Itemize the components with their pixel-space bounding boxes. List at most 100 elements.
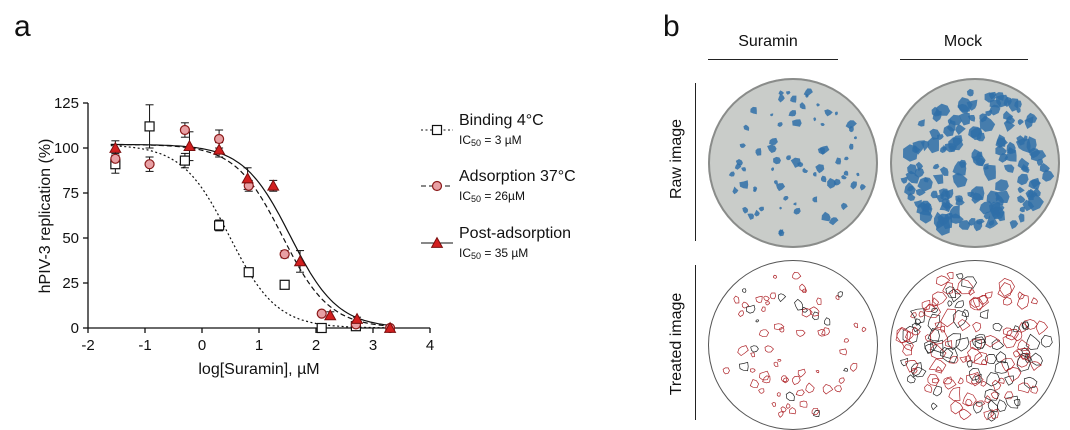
plaque-outline (817, 329, 826, 337)
plaque-outline (802, 288, 807, 294)
plaque-outline (1030, 297, 1038, 305)
plaque-outline (780, 375, 788, 382)
data-point (316, 308, 327, 319)
plaque-outline (795, 329, 806, 337)
plaque-outline (984, 395, 991, 403)
plaque-outline (755, 319, 760, 323)
plaque-outline (958, 408, 972, 421)
data-point (214, 220, 225, 231)
plaque-outline (957, 319, 971, 331)
plaque (996, 134, 1006, 147)
plaque-outline (928, 358, 947, 372)
x-tick-label: 3 (369, 337, 377, 354)
plaque-outline (853, 322, 859, 328)
plaque-outline (1016, 294, 1029, 310)
plaque-outline (932, 378, 940, 384)
plaque (917, 177, 933, 192)
plaque-outline (771, 402, 777, 407)
plaque-outline (974, 338, 986, 350)
plaque-outline (1036, 320, 1049, 336)
x-tick-label: -1 (138, 337, 151, 354)
plaque-outline (911, 326, 921, 336)
plaque (771, 167, 774, 172)
treated-image-suramin-dish (708, 260, 878, 430)
plaque (948, 205, 960, 219)
plaque-outline (931, 402, 938, 411)
plaque (1009, 220, 1019, 230)
data-point (383, 321, 397, 333)
plaque-outline (976, 400, 986, 408)
plaque-outline (904, 330, 914, 341)
plaque-outline (773, 361, 779, 367)
plaque-outline (961, 309, 969, 318)
y-tick-label: 50 (62, 230, 79, 247)
plaque-outline (750, 345, 759, 353)
data-point (212, 143, 226, 155)
plaque (844, 156, 849, 161)
plaque (786, 90, 791, 95)
plaque-outline (1040, 334, 1053, 348)
plaque (790, 95, 797, 103)
plaque-outline (750, 368, 756, 373)
plaque-outline (987, 399, 999, 413)
plaque (995, 179, 1009, 192)
plaque (813, 172, 817, 177)
plaque (989, 104, 1001, 116)
plaque (743, 124, 750, 131)
plaque-outline (843, 367, 849, 372)
plaque (1018, 213, 1025, 223)
fit-curve-0 (110, 145, 393, 329)
plaque-outline (1018, 382, 1031, 394)
plaque-outline (733, 295, 740, 304)
panel-b-letter: b (663, 10, 680, 43)
plaque (742, 206, 749, 214)
plaque-outline (759, 370, 770, 381)
column-rule-mock (900, 59, 1028, 60)
legend-post-adsorption-ic50: IC50 = 35 µM (459, 246, 529, 261)
plaque-outline (966, 360, 973, 368)
plaque-outline (914, 318, 922, 326)
plaque-outline (969, 368, 981, 381)
plaque-outline (1021, 347, 1031, 356)
plaque-outline (942, 347, 958, 363)
plaque (984, 92, 997, 103)
plaque-outline (924, 334, 932, 342)
plaque (835, 157, 842, 165)
plaque-outline (792, 375, 801, 386)
y-tick-label: 75 (62, 185, 79, 202)
plaque-outline (779, 327, 785, 333)
plaque (1022, 135, 1028, 142)
plaque-outline (763, 295, 770, 301)
plaque (856, 172, 860, 177)
plaque (1017, 186, 1025, 194)
plaque-outline (1016, 348, 1031, 360)
plaque-outline (918, 311, 925, 318)
plaque-outline (758, 329, 770, 338)
plaque (979, 115, 996, 132)
row-header-treated: Treated image (668, 292, 685, 396)
plaque (949, 145, 955, 152)
plaques-raw-mock (900, 88, 1055, 236)
plaque-outline (835, 294, 840, 300)
plaque (754, 209, 760, 217)
plaque (1028, 177, 1041, 190)
plaque (1015, 138, 1031, 154)
plaque-outline (769, 292, 776, 300)
legend-symbols (421, 124, 453, 248)
plaque-outline (979, 309, 989, 319)
plaque-outline (942, 376, 953, 385)
plaque-outline (967, 346, 983, 364)
plaque-outline (923, 304, 942, 319)
x-axis-label: log[Suramin], µM (198, 361, 319, 378)
plaque (1021, 165, 1030, 174)
plaque-outline (986, 372, 1001, 387)
data-point (316, 322, 327, 334)
plaque (959, 112, 971, 126)
plaque (778, 93, 785, 103)
plaque-outline (931, 297, 940, 308)
plaque-outline (1019, 322, 1029, 333)
plaque (998, 153, 1009, 163)
data-point (293, 254, 307, 267)
plaque-outline (1000, 357, 1016, 372)
plaque (778, 90, 784, 95)
